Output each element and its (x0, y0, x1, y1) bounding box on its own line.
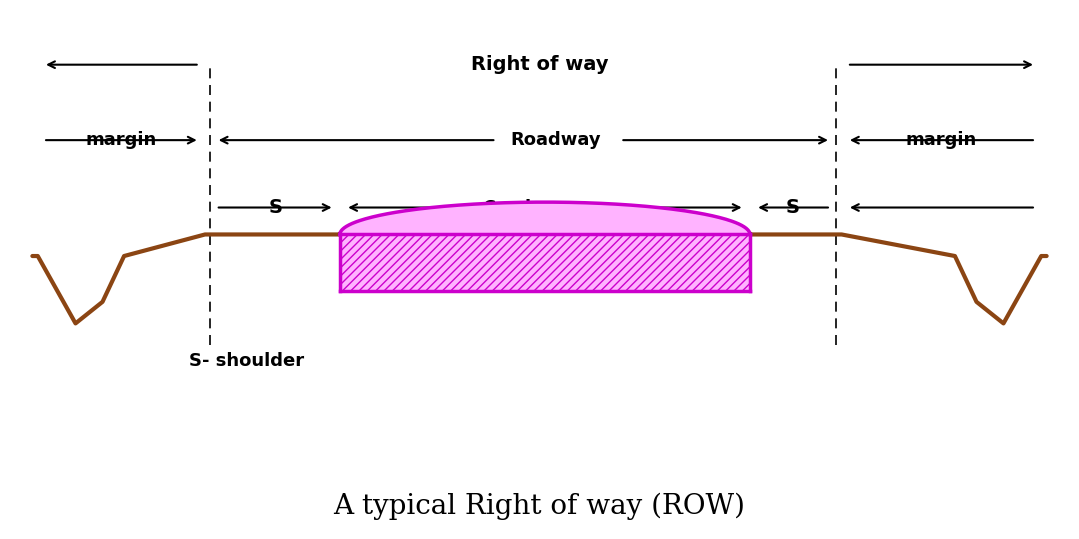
Text: S: S (787, 198, 800, 217)
Text: A typical Right of way (ROW): A typical Right of way (ROW) (333, 493, 746, 520)
Text: S- shoulder: S- shoulder (189, 352, 304, 370)
Text: margin: margin (85, 131, 158, 149)
Text: S: S (269, 198, 282, 217)
Text: Roadway: Roadway (510, 131, 601, 149)
Text: Carriageway: Carriageway (482, 198, 607, 217)
Bar (340, 234, 750, 291)
Text: margin: margin (905, 131, 978, 149)
Text: Right of way: Right of way (470, 55, 609, 74)
